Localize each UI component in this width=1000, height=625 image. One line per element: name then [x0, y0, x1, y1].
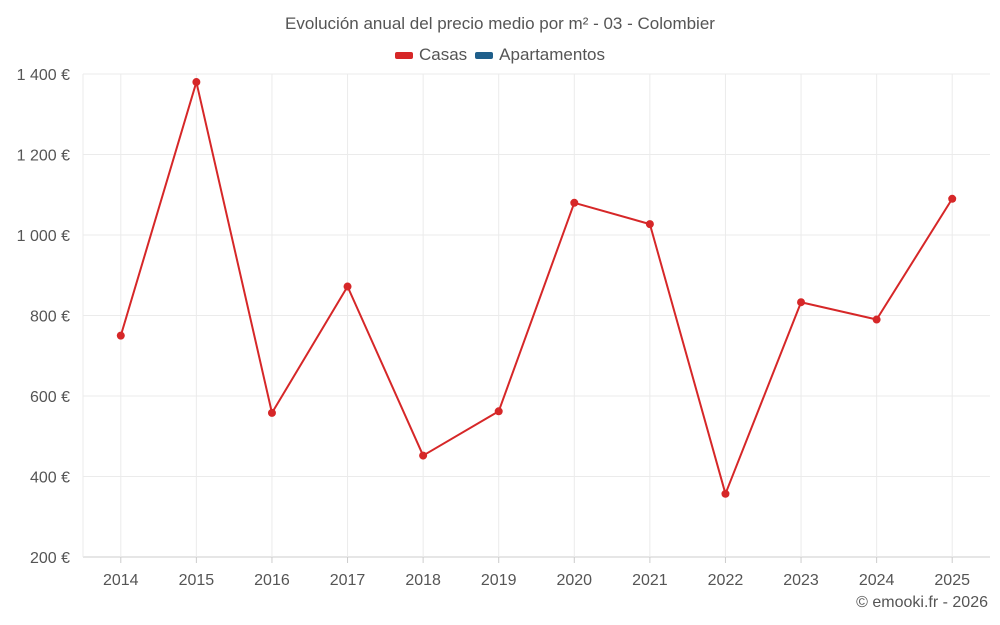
x-tick-label: 2020 [556, 572, 592, 589]
legend-item-apartamentos[interactable]: Apartamentos [475, 45, 605, 65]
data-point-2015 [192, 78, 201, 87]
legend-label-casas: Casas [418, 45, 468, 64]
x-tick-label: 2015 [179, 572, 215, 589]
data-point-2024 [872, 315, 881, 324]
x-tick-label: 2014 [103, 572, 139, 589]
y-tick-label: 600 € [30, 389, 70, 406]
y-tick-label: 400 € [30, 470, 70, 487]
series-line-casas [119, 81, 954, 495]
legend-swatch-apartamentos [475, 51, 494, 59]
y-tick-label: 1 400 € [17, 67, 70, 84]
legend-swatch-casas [394, 51, 413, 59]
data-point-2025 [948, 194, 957, 203]
x-tick-label: 2024 [859, 572, 895, 589]
x-tick-label: 2021 [632, 572, 668, 589]
credit-text: © emooki.fr - 2026 [856, 594, 988, 611]
data-point-2021 [645, 220, 654, 229]
legend-label-apartamentos: Apartamentos [499, 45, 606, 64]
data-point-2022 [721, 489, 730, 498]
x-tick-label: 2017 [330, 572, 366, 589]
data-point-2023 [797, 298, 806, 307]
data-point-2016 [267, 408, 276, 417]
y-tick-label: 800 € [30, 309, 70, 326]
x-tick-label: 2023 [783, 572, 819, 589]
x-tick-label: 2025 [934, 572, 970, 589]
y-tick-label: 1 200 € [17, 148, 70, 165]
y-tick-label: 200 € [30, 550, 70, 567]
x-tick-label: 2016 [254, 572, 290, 589]
y-tick-label: 1 000 € [17, 228, 70, 245]
data-point-2014 [116, 331, 125, 340]
chart-title: Evolución anual del precio medio por m² … [285, 14, 715, 33]
legend: Casas Apartamentos [0, 45, 1000, 65]
data-point-2019 [494, 407, 503, 416]
data-point-2018 [419, 451, 428, 460]
x-tick-label: 2018 [405, 572, 441, 589]
data-point-2020 [570, 198, 579, 207]
x-tick-label: 2022 [708, 572, 744, 589]
data-point-2017 [343, 282, 352, 291]
legend-item-casas[interactable]: Casas [394, 45, 468, 65]
x-tick-label: 2019 [481, 572, 517, 589]
